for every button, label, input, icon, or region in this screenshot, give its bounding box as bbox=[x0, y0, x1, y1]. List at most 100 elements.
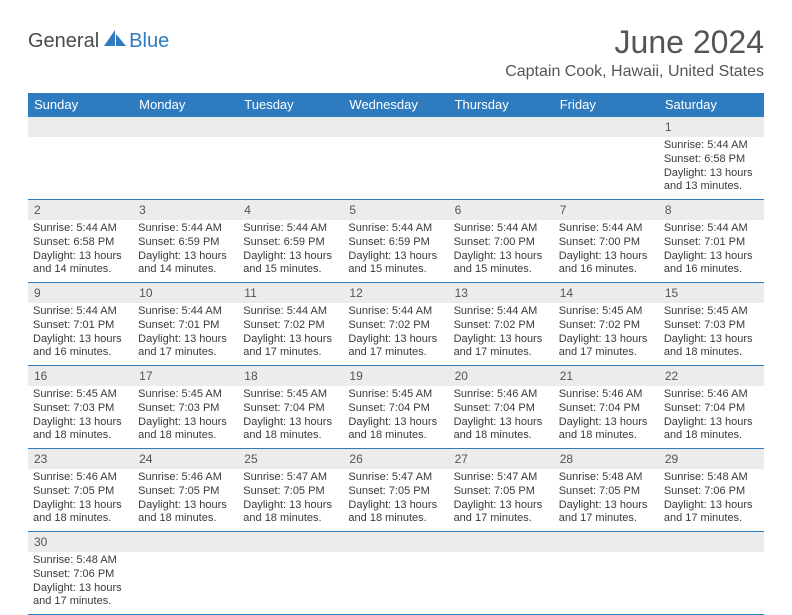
dow-cell: Monday bbox=[133, 93, 238, 117]
daynum-cell: 9 bbox=[28, 283, 133, 303]
day-cell bbox=[133, 137, 238, 199]
daylight-text-2: and 18 minutes. bbox=[33, 512, 129, 526]
daylight-text: Daylight: 13 hours bbox=[348, 499, 444, 513]
daylight-text: Daylight: 13 hours bbox=[348, 333, 444, 347]
daynum-cell: 30 bbox=[28, 532, 133, 552]
day-cell: Sunrise: 5:44 AMSunset: 6:59 PMDaylight:… bbox=[343, 220, 448, 282]
day-cell bbox=[343, 137, 448, 199]
sunrise-text: Sunrise: 5:45 AM bbox=[559, 305, 655, 319]
daylight-text: Daylight: 13 hours bbox=[664, 416, 760, 430]
sunset-text: Sunset: 7:01 PM bbox=[33, 319, 129, 333]
sunrise-text: Sunrise: 5:44 AM bbox=[243, 305, 339, 319]
daylight-text-2: and 18 minutes. bbox=[348, 512, 444, 526]
daynum-cell: 29 bbox=[659, 449, 764, 469]
daylight-text-2: and 18 minutes. bbox=[664, 346, 760, 360]
day-cell: Sunrise: 5:44 AMSunset: 7:01 PMDaylight:… bbox=[133, 303, 238, 365]
sunrise-text: Sunrise: 5:47 AM bbox=[243, 471, 339, 485]
daylight-text: Daylight: 13 hours bbox=[559, 333, 655, 347]
daynum-cell: 12 bbox=[343, 283, 448, 303]
week-row: Sunrise: 5:44 AMSunset: 6:58 PMDaylight:… bbox=[28, 220, 764, 283]
day-cell: Sunrise: 5:44 AMSunset: 6:59 PMDaylight:… bbox=[238, 220, 343, 282]
sunset-text: Sunset: 6:59 PM bbox=[138, 236, 234, 250]
day-cell: Sunrise: 5:47 AMSunset: 7:05 PMDaylight:… bbox=[343, 469, 448, 531]
sunrise-text: Sunrise: 5:46 AM bbox=[664, 388, 760, 402]
daylight-text: Daylight: 13 hours bbox=[243, 333, 339, 347]
daynum-cell: 3 bbox=[133, 200, 238, 220]
day-cell bbox=[133, 552, 238, 614]
sunset-text: Sunset: 7:05 PM bbox=[33, 485, 129, 499]
sunrise-text: Sunrise: 5:45 AM bbox=[138, 388, 234, 402]
daylight-text-2: and 18 minutes. bbox=[454, 429, 550, 443]
daylight-text-2: and 18 minutes. bbox=[243, 429, 339, 443]
day-cell bbox=[28, 137, 133, 199]
daylight-text-2: and 18 minutes. bbox=[664, 429, 760, 443]
daylight-text: Daylight: 13 hours bbox=[559, 499, 655, 513]
day-cell: Sunrise: 5:45 AMSunset: 7:03 PMDaylight:… bbox=[659, 303, 764, 365]
day-cell: Sunrise: 5:44 AMSunset: 7:00 PMDaylight:… bbox=[554, 220, 659, 282]
daylight-text-2: and 17 minutes. bbox=[348, 346, 444, 360]
sunrise-text: Sunrise: 5:46 AM bbox=[559, 388, 655, 402]
daynum-cell bbox=[449, 532, 554, 552]
sunset-text: Sunset: 7:05 PM bbox=[243, 485, 339, 499]
sunrise-text: Sunrise: 5:44 AM bbox=[138, 305, 234, 319]
sunrise-text: Sunrise: 5:44 AM bbox=[138, 222, 234, 236]
daylight-text: Daylight: 13 hours bbox=[33, 499, 129, 513]
day-cell: Sunrise: 5:45 AMSunset: 7:02 PMDaylight:… bbox=[554, 303, 659, 365]
daynum-cell: 23 bbox=[28, 449, 133, 469]
daylight-text: Daylight: 13 hours bbox=[33, 582, 129, 596]
daynum-cell: 22 bbox=[659, 366, 764, 386]
daylight-text-2: and 17 minutes. bbox=[454, 346, 550, 360]
daynum-cell bbox=[659, 532, 764, 552]
daylight-text: Daylight: 13 hours bbox=[559, 250, 655, 264]
sunrise-text: Sunrise: 5:48 AM bbox=[33, 554, 129, 568]
daylight-text-2: and 16 minutes. bbox=[559, 263, 655, 277]
dow-cell: Thursday bbox=[449, 93, 554, 117]
sunrise-text: Sunrise: 5:46 AM bbox=[138, 471, 234, 485]
logo-text-general: General bbox=[28, 30, 99, 53]
daylight-text: Daylight: 13 hours bbox=[348, 416, 444, 430]
sunset-text: Sunset: 7:00 PM bbox=[454, 236, 550, 250]
sunrise-text: Sunrise: 5:45 AM bbox=[243, 388, 339, 402]
day-cell: Sunrise: 5:48 AMSunset: 7:06 PMDaylight:… bbox=[28, 552, 133, 614]
sunset-text: Sunset: 6:58 PM bbox=[664, 153, 760, 167]
sunset-text: Sunset: 7:06 PM bbox=[33, 568, 129, 582]
day-cell: Sunrise: 5:46 AMSunset: 7:04 PMDaylight:… bbox=[554, 386, 659, 448]
sunset-text: Sunset: 6:59 PM bbox=[243, 236, 339, 250]
title-block: June 2024 Captain Cook, Hawaii, United S… bbox=[505, 24, 764, 81]
sunset-text: Sunset: 7:02 PM bbox=[243, 319, 339, 333]
daynum-cell: 4 bbox=[238, 200, 343, 220]
sunset-text: Sunset: 6:59 PM bbox=[348, 236, 444, 250]
daynum-cell: 8 bbox=[659, 200, 764, 220]
day-cell: Sunrise: 5:44 AMSunset: 7:02 PMDaylight:… bbox=[449, 303, 554, 365]
daynum-cell: 19 bbox=[343, 366, 448, 386]
daylight-text: Daylight: 13 hours bbox=[664, 167, 760, 181]
day-cell bbox=[449, 552, 554, 614]
calendar: SundayMondayTuesdayWednesdayThursdayFrid… bbox=[28, 93, 764, 615]
daylight-text-2: and 15 minutes. bbox=[454, 263, 550, 277]
daylight-text: Daylight: 13 hours bbox=[243, 250, 339, 264]
day-cell bbox=[238, 552, 343, 614]
daynum-cell: 14 bbox=[554, 283, 659, 303]
header: General Blue June 2024 Captain Cook, Haw… bbox=[0, 0, 792, 85]
sunrise-text: Sunrise: 5:48 AM bbox=[559, 471, 655, 485]
daynum-cell: 28 bbox=[554, 449, 659, 469]
sunrise-text: Sunrise: 5:44 AM bbox=[33, 305, 129, 319]
sunset-text: Sunset: 7:01 PM bbox=[664, 236, 760, 250]
day-cell bbox=[238, 137, 343, 199]
sunset-text: Sunset: 7:04 PM bbox=[243, 402, 339, 416]
daylight-text-2: and 16 minutes. bbox=[33, 346, 129, 360]
dow-header-row: SundayMondayTuesdayWednesdayThursdayFrid… bbox=[28, 93, 764, 117]
daynum-cell: 13 bbox=[449, 283, 554, 303]
daylight-text-2: and 17 minutes. bbox=[559, 346, 655, 360]
week-row: Sunrise: 5:48 AMSunset: 7:06 PMDaylight:… bbox=[28, 552, 764, 615]
sunrise-text: Sunrise: 5:45 AM bbox=[348, 388, 444, 402]
daylight-text: Daylight: 13 hours bbox=[664, 499, 760, 513]
daylight-text: Daylight: 13 hours bbox=[559, 416, 655, 430]
daylight-text: Daylight: 13 hours bbox=[138, 499, 234, 513]
daynum-cell bbox=[554, 117, 659, 137]
daylight-text: Daylight: 13 hours bbox=[454, 499, 550, 513]
daynum-cell: 25 bbox=[238, 449, 343, 469]
sunrise-text: Sunrise: 5:44 AM bbox=[348, 305, 444, 319]
sunset-text: Sunset: 7:05 PM bbox=[138, 485, 234, 499]
sunrise-text: Sunrise: 5:44 AM bbox=[33, 222, 129, 236]
